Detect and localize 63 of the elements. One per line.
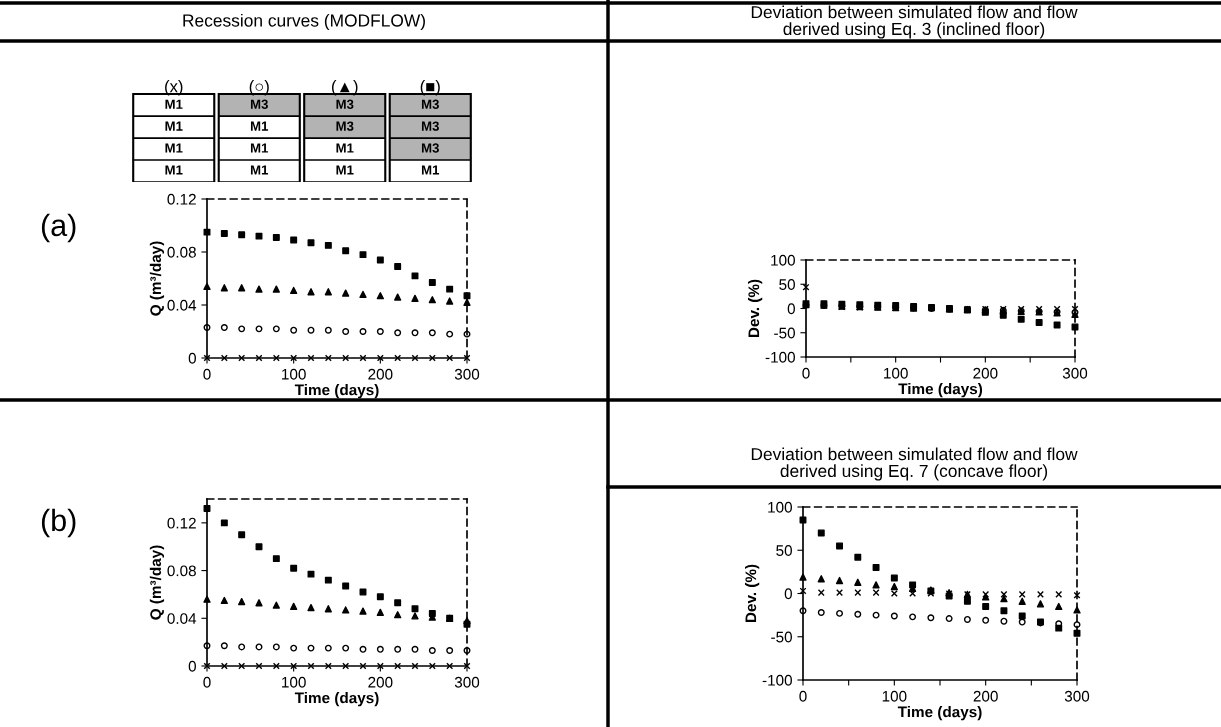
y-axis-title: Q (m³/day) (149, 241, 165, 316)
chart-title: Deviation between simulated flow and flow derived using Eq. 3 (inclined floor) (751, 5, 1078, 39)
y-tick-label: 100 (768, 501, 792, 513)
x-axis-title: Time (days) (294, 384, 379, 399)
x-tick-label: 200 (973, 367, 998, 379)
text: M1 (421, 165, 440, 175)
text: M1 (165, 165, 183, 175)
y-tick-label: -100 (765, 351, 795, 363)
text: (a) (41, 213, 76, 243)
x-tick-label: 200 (368, 368, 393, 380)
y-tick-label: 0.12 (167, 517, 196, 529)
y-tick-label: 0.04 (167, 299, 197, 311)
x-tick-label: 0 (799, 690, 807, 702)
text: M1 (250, 143, 269, 153)
y-tick-label: 0.12 (167, 193, 196, 205)
y-tick-label: 100 (771, 254, 795, 266)
x-tick-label: 200 (973, 690, 998, 702)
y-tick-label: 0 (784, 588, 792, 600)
text: M3 (421, 143, 439, 153)
y-tick-label: 0 (188, 660, 196, 672)
x-axis-title: Time (days) (898, 383, 983, 398)
text: M1 (336, 143, 354, 153)
chart-title: Recession curves (MODFLOW) (183, 13, 425, 31)
x-tick-label: 0 (203, 368, 211, 380)
y-tick-label: 50 (779, 279, 795, 290)
y-tick-label: 0 (188, 352, 196, 364)
x-tick-label: 300 (454, 368, 480, 380)
x-axis-title: Time (days) (897, 706, 982, 721)
x-tick-label: 200 (368, 676, 393, 688)
x-tick-label: 100 (884, 367, 908, 379)
y-axis-title: Dev. (%) (747, 279, 763, 338)
x-axis-title: Time (days) (294, 692, 379, 707)
y-tick-label: -50 (771, 631, 792, 643)
y-axis-title: Q (m³/day) (149, 545, 165, 620)
text: M3 (336, 121, 354, 131)
x-tick-label: 300 (454, 676, 480, 688)
text: M1 (250, 165, 269, 175)
x-tick-label: 100 (282, 676, 306, 688)
y-axis-title: Dev. (%) (744, 564, 760, 623)
x-tick-label: 0 (203, 676, 211, 688)
y-tick-label: -50 (774, 327, 795, 339)
text: (b) (41, 508, 76, 538)
text: M1 (165, 99, 183, 109)
x-tick-label: 300 (1062, 367, 1088, 379)
text: M3 (250, 99, 268, 109)
chart-title: Deviation between simulated flow and flow derived using Eq. 7 (concave floor) (751, 447, 1078, 481)
text: M1 (165, 121, 183, 131)
text: M1 (165, 143, 183, 153)
text: M3 (421, 121, 439, 131)
text: M1 (250, 121, 269, 131)
x-tick-label: 300 (1064, 690, 1090, 702)
text: M3 (421, 99, 439, 109)
y-tick-label: 0.08 (167, 246, 196, 258)
y-tick-label: 0 (787, 303, 795, 315)
x-tick-label: 100 (882, 690, 907, 702)
x-tick-label: 0 (802, 367, 810, 379)
y-tick-label: -100 (762, 674, 792, 686)
y-tick-label: 0.08 (167, 565, 196, 577)
text: M3 (336, 99, 354, 109)
y-tick-label: 50 (776, 545, 792, 556)
text: M1 (336, 165, 354, 175)
y-tick-label: 0.04 (167, 613, 197, 624)
x-tick-label: 100 (282, 368, 306, 380)
